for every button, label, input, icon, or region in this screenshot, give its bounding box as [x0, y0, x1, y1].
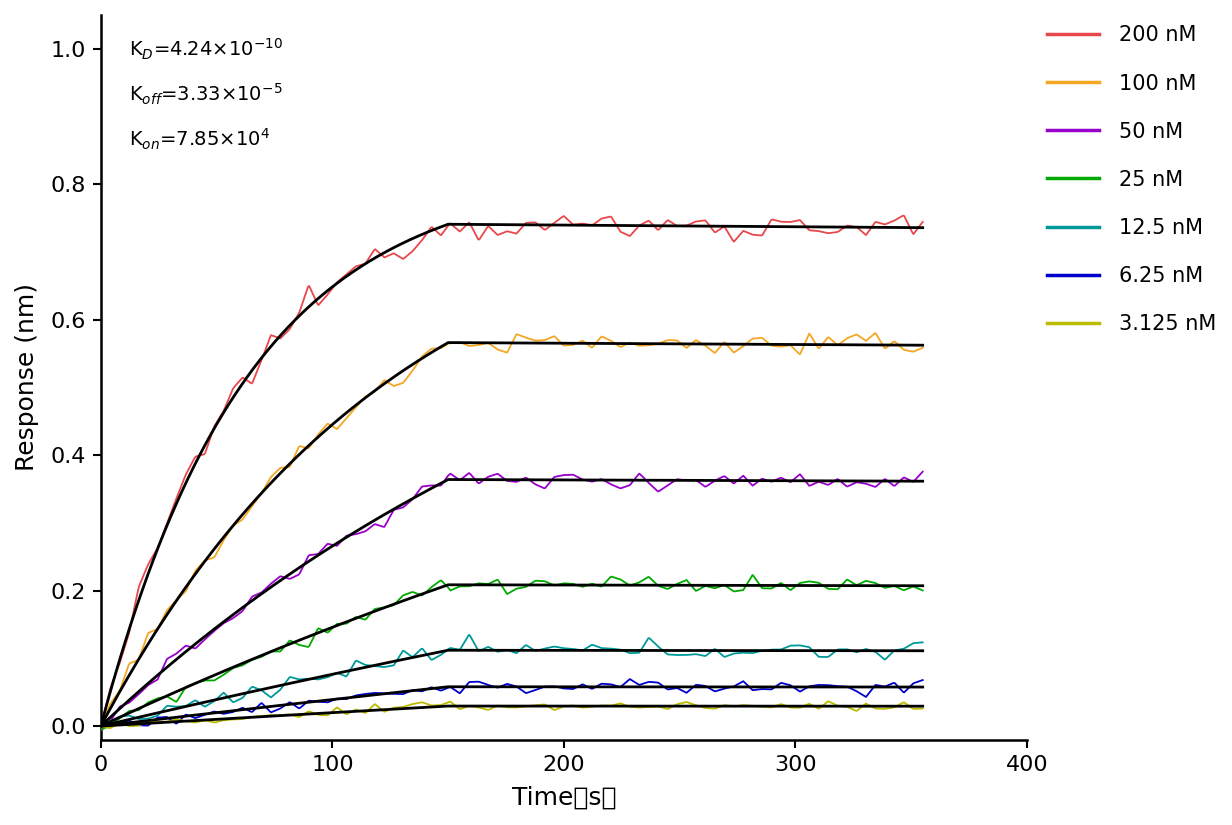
- 12.5 nM: [915, 638, 930, 648]
- 100 nM: [511, 330, 526, 340]
- Text: K$_D$=4.24×10$^{-10}$
K$_{off}$=3.33×10$^{-5}$
K$_{on}$=7.85×10$^{4}$: K$_D$=4.24×10$^{-10}$ K$_{off}$=3.33×10$…: [128, 37, 282, 152]
- 6.25 nM: [511, 683, 526, 693]
- Line: 25 nM: 25 nM: [101, 575, 923, 729]
- 3.125 nM: [365, 702, 379, 712]
- 25 nM: [915, 586, 930, 596]
- 12.5 nM: [94, 717, 108, 727]
- Line: 6.25 nM: 6.25 nM: [101, 679, 923, 727]
- 200 nM: [669, 220, 684, 230]
- 100 nM: [669, 336, 684, 346]
- 25 nM: [511, 583, 526, 593]
- 50 nM: [599, 476, 614, 486]
- 12.5 nM: [599, 644, 614, 653]
- 200 nM: [896, 210, 910, 220]
- 50 nM: [94, 725, 108, 735]
- 100 nM: [94, 722, 108, 732]
- Line: 3.125 nM: 3.125 nM: [101, 701, 923, 728]
- 6.25 nM: [94, 722, 108, 732]
- Line: 12.5 nM: 12.5 nM: [101, 634, 923, 722]
- 100 nM: [561, 341, 575, 351]
- 3.125 nM: [94, 722, 108, 732]
- 100 nM: [915, 343, 930, 353]
- 6.25 nM: [363, 688, 378, 698]
- 3.125 nM: [915, 704, 930, 714]
- 12.5 nM: [670, 650, 685, 660]
- 25 nM: [669, 579, 684, 589]
- 3.125 nM: [822, 696, 837, 706]
- 12.5 nM: [513, 645, 527, 655]
- 200 nM: [511, 226, 526, 236]
- 3.125 nM: [561, 701, 575, 711]
- 200 nM: [823, 228, 838, 238]
- 12.5 nM: [561, 644, 575, 653]
- 3.125 nM: [825, 698, 840, 708]
- 6.25 nM: [622, 674, 637, 684]
- 100 nM: [823, 333, 838, 343]
- 25 nM: [94, 724, 108, 734]
- X-axis label: Time（s）: Time（s）: [511, 786, 616, 810]
- 200 nM: [363, 251, 378, 261]
- 50 nM: [561, 470, 575, 480]
- Line: 100 nM: 100 nM: [101, 333, 923, 727]
- Line: 200 nM: 200 nM: [101, 215, 923, 728]
- 25 nM: [599, 578, 614, 587]
- 3.125 nM: [102, 723, 117, 733]
- 6.25 nM: [561, 684, 575, 694]
- 3.125 nM: [670, 700, 685, 710]
- 25 nM: [745, 570, 760, 580]
- 12.5 nM: [363, 661, 378, 671]
- 3.125 nM: [599, 700, 614, 710]
- 6.25 nM: [824, 681, 839, 691]
- 3.125 nM: [513, 702, 527, 712]
- 6.25 nM: [599, 679, 614, 689]
- 6.25 nM: [670, 683, 685, 693]
- 12.5 nM: [824, 649, 839, 659]
- 25 nM: [363, 609, 378, 619]
- 50 nM: [669, 475, 684, 485]
- 50 nM: [511, 476, 526, 486]
- 100 nM: [867, 328, 882, 338]
- Legend: 200 nM, 100 nM, 50 nM, 25 nM, 12.5 nM, 6.25 nM, 3.125 nM: 200 nM, 100 nM, 50 nM, 25 nM, 12.5 nM, 6…: [1046, 26, 1217, 334]
- 200 nM: [915, 217, 930, 227]
- 200 nM: [599, 213, 614, 223]
- 200 nM: [94, 723, 108, 733]
- 25 nM: [824, 584, 839, 594]
- 6.25 nM: [915, 675, 930, 685]
- 12.5 nM: [462, 629, 477, 639]
- 200 nM: [561, 214, 575, 224]
- 50 nM: [363, 522, 378, 532]
- 50 nM: [823, 478, 838, 488]
- 50 nM: [915, 467, 930, 477]
- 100 nM: [599, 333, 614, 343]
- Y-axis label: Response (nm): Response (nm): [15, 283, 39, 471]
- 100 nM: [363, 389, 378, 398]
- Line: 50 nM: 50 nM: [101, 472, 923, 730]
- 25 nM: [561, 578, 575, 588]
